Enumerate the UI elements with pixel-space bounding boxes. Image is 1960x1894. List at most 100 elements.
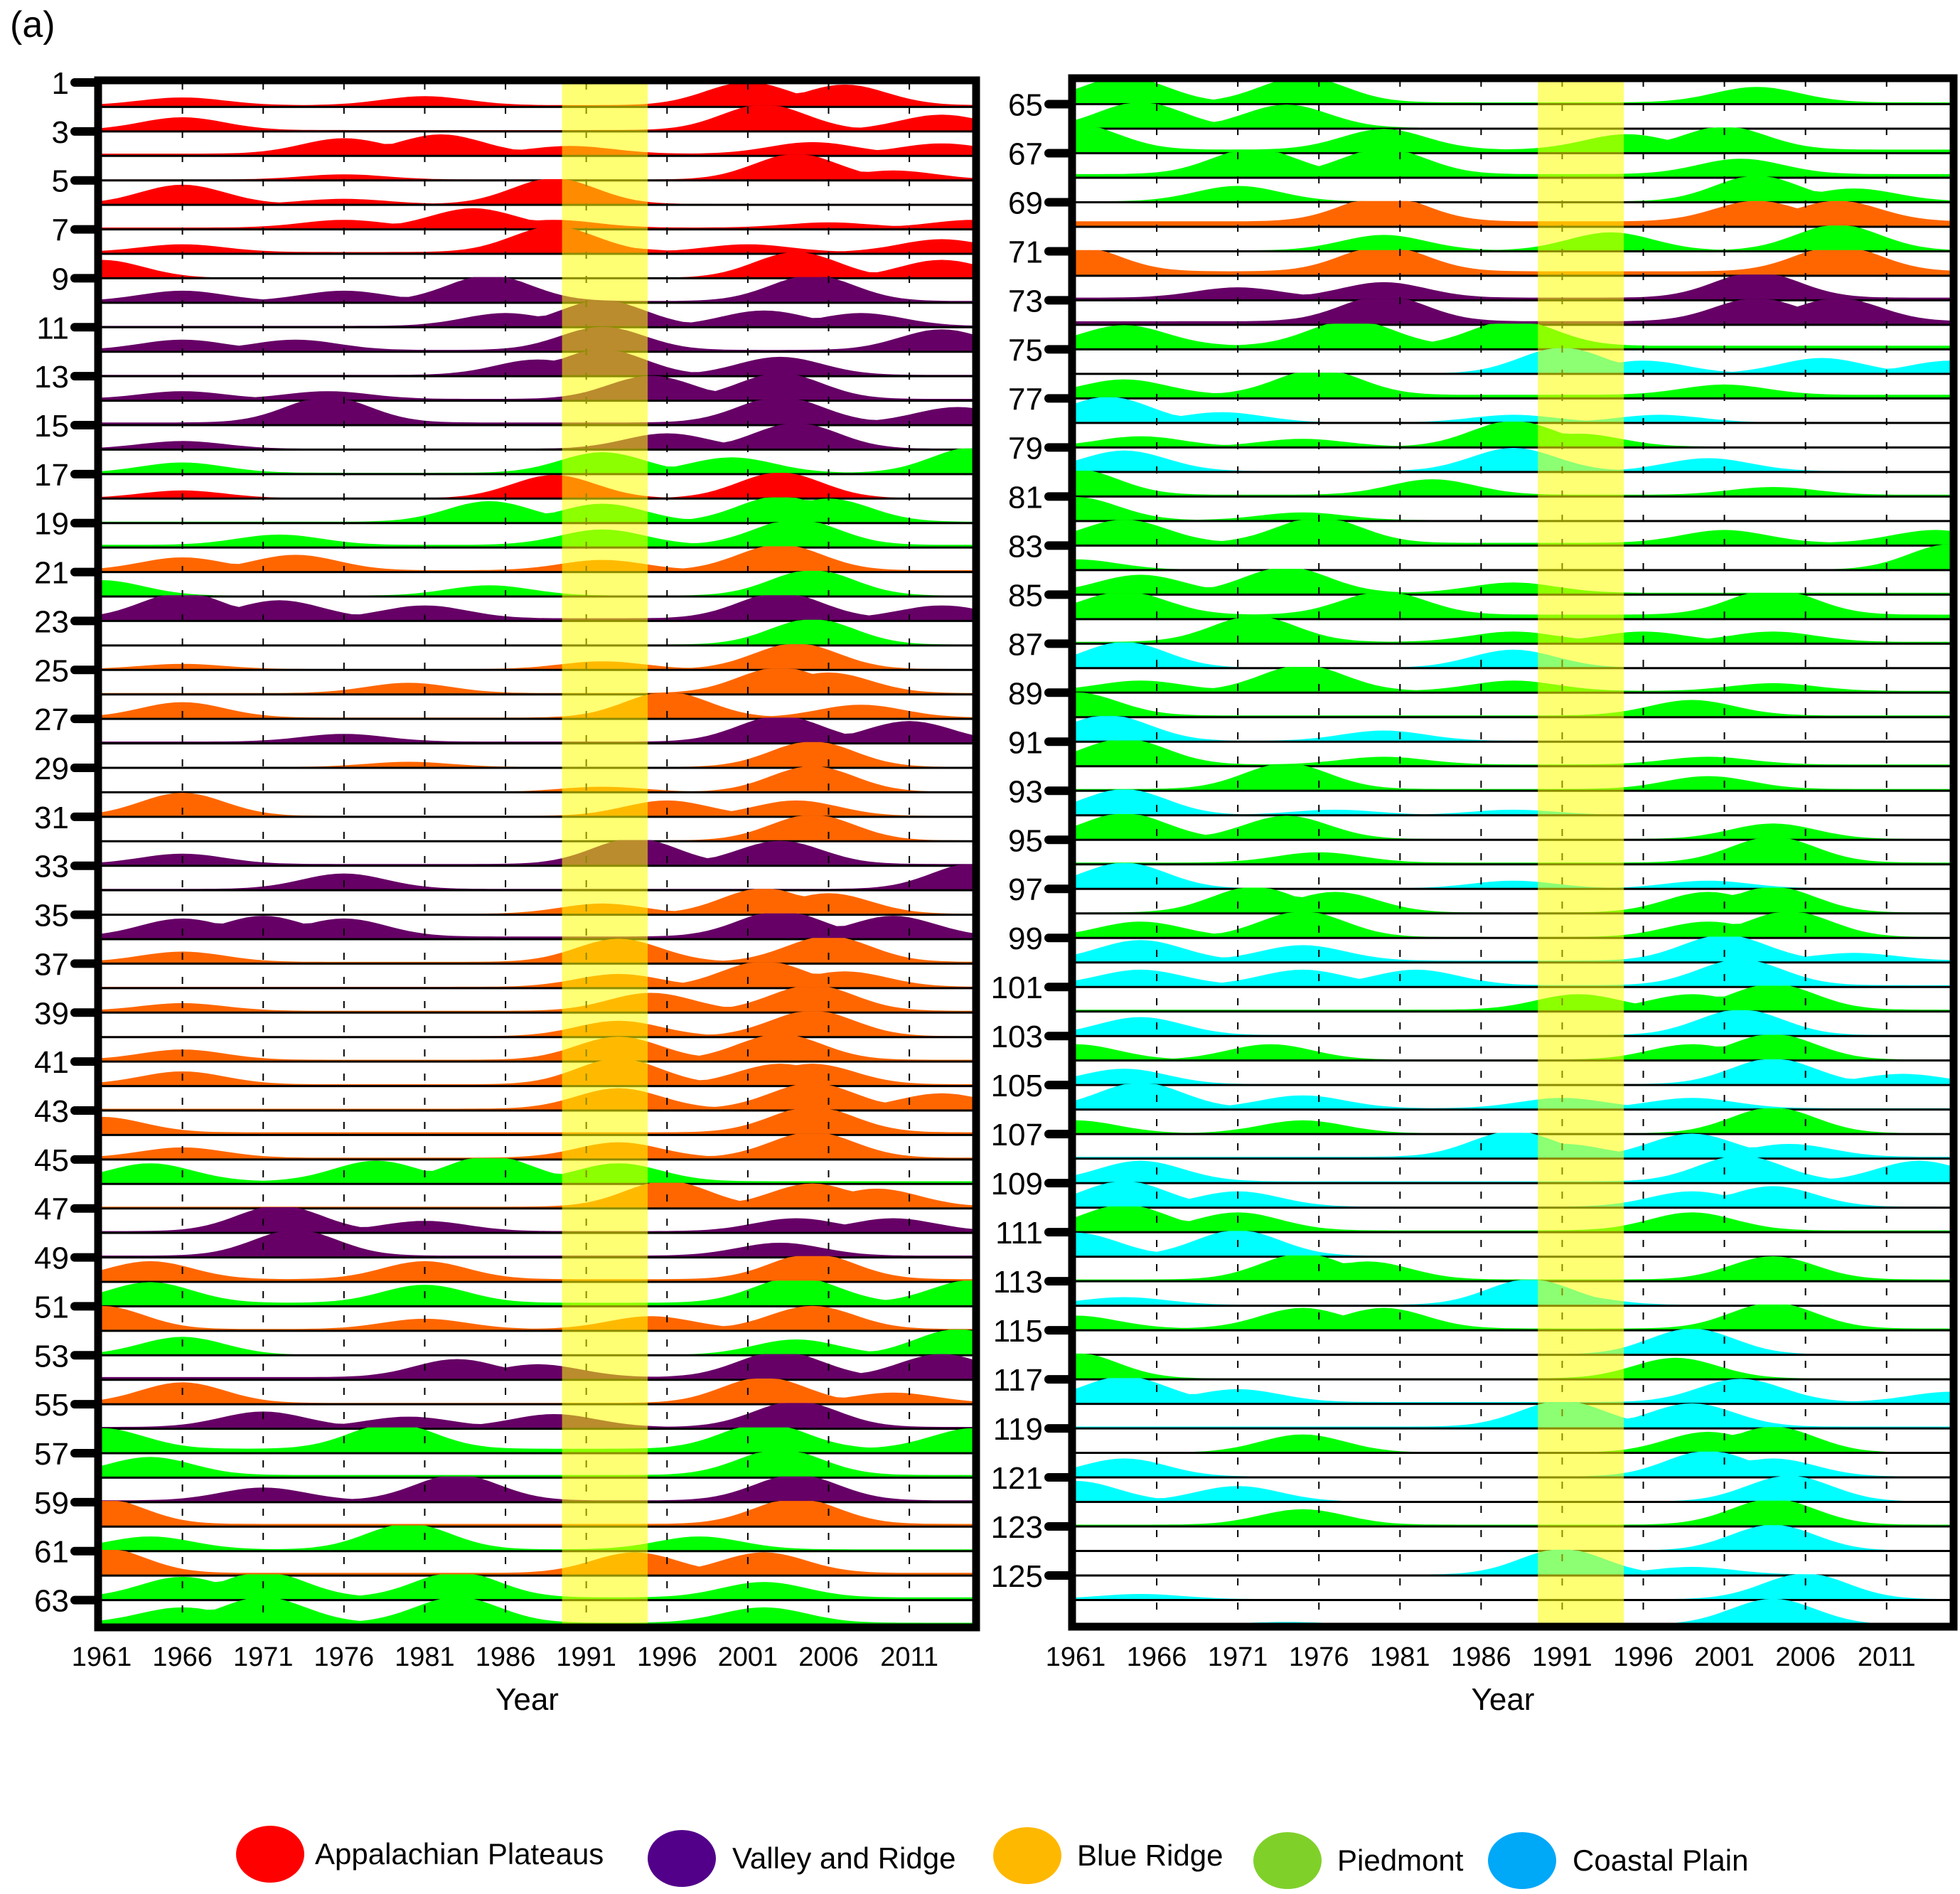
legend-item-br: Blue Ridge (993, 1827, 1223, 1884)
ridge-area-row-105 (1076, 1084, 1951, 1110)
legend-item-pd: Piedmont (1253, 1832, 1464, 1889)
y-tick-label-97: 97 (1008, 872, 1043, 907)
ridge-area-row-107 (1076, 1133, 1951, 1159)
ridge-area-row-110 (1076, 1206, 1951, 1233)
ridge-area-row-41 (102, 1060, 974, 1086)
right-y-ticks: 65 67 69 71 73 75 77 79 81 83 85 87 89 91 93 95 97 99 101 1… (991, 87, 1076, 1594)
ridge-area-row-102 (1076, 1010, 1951, 1037)
y-tick-label-49: 49 (34, 1241, 69, 1276)
ridge-area-row-100 (1076, 961, 1951, 988)
ridge-area-row-29 (102, 766, 974, 793)
legend-label-pd: Piedmont (1337, 1844, 1464, 1877)
ridge-area-row-48 (102, 1231, 974, 1258)
y-tick-label-73: 73 (1008, 284, 1043, 319)
y-tick-label-31: 31 (34, 801, 69, 835)
y-tick-label-9: 9 (52, 262, 69, 296)
x-tick-label-2001: 2001 (1694, 1642, 1755, 1672)
panel-label: (a) (10, 4, 55, 46)
ridge-area-row-30 (102, 793, 974, 817)
ridge-area-row-101 (1076, 985, 1951, 1012)
ridge-area-row-52 (102, 1329, 974, 1356)
y-tick-label-115: 115 (993, 1314, 1043, 1349)
ridge-area-row-65 (1076, 102, 1951, 129)
ridge-area-row-109 (1076, 1182, 1951, 1208)
ridge-area-row-51 (102, 1305, 974, 1331)
left-x-axis-title: Year (496, 1682, 559, 1717)
ridge-area-row-88 (1076, 667, 1951, 693)
y-tick-label-57: 57 (34, 1437, 69, 1472)
ridge-area-row-103 (1076, 1034, 1951, 1061)
ridge-area-row-5 (102, 179, 974, 205)
y-tick-label-113: 113 (993, 1265, 1043, 1300)
y-tick-label-1: 1 (52, 66, 69, 101)
ridge-area-row-7 (102, 228, 974, 254)
ridge-area-row-23 (102, 619, 974, 646)
ridge-area-row-93 (1076, 789, 1951, 815)
ridge-area-row-15 (102, 424, 974, 450)
x-tick-label-1971: 1971 (1208, 1642, 1268, 1672)
legend-swatch-br (993, 1827, 1061, 1884)
ridge-area-row-31 (102, 815, 974, 842)
y-tick-label-39: 39 (34, 996, 69, 1031)
y-tick-label-95: 95 (1008, 823, 1043, 858)
legend-label-br: Blue Ridge (1077, 1839, 1223, 1872)
legend-item-vr: Valley and Ridge (648, 1830, 955, 1887)
x-tick-label-1986: 1986 (476, 1642, 536, 1672)
y-tick-label-89: 89 (1008, 676, 1043, 711)
left-frame (94, 76, 980, 1632)
ridge-area-row-62 (102, 1574, 974, 1600)
x-tick-label-2006: 2006 (798, 1642, 859, 1672)
right-frame (1068, 74, 1958, 1631)
ridge-area-row-4 (102, 154, 974, 181)
ridge-area-row-76 (1076, 373, 1951, 399)
ridge-area-row-116 (1076, 1353, 1951, 1380)
y-tick-label-5: 5 (52, 164, 69, 199)
y-tick-label-125: 125 (991, 1559, 1043, 1594)
ridge-area-row-12 (102, 351, 974, 377)
y-tick-label-85: 85 (1008, 578, 1043, 613)
y-tick-label-109: 109 (991, 1167, 1043, 1202)
x-tick-label-1961: 1961 (72, 1642, 132, 1672)
left-panel: 1357911131517192123252729313335373941434… (34, 66, 980, 1717)
x-tick-label-1981: 1981 (395, 1642, 455, 1672)
x-tick-label-1976: 1976 (1289, 1642, 1349, 1672)
ridge-area-row-46 (102, 1182, 974, 1209)
ridge-area-row-83 (1076, 544, 1951, 570)
y-tick-label-83: 83 (1008, 529, 1043, 564)
ridge-area-row-61 (102, 1550, 974, 1576)
ridge-area-row-44 (102, 1133, 974, 1160)
ridge-area-row-80 (1076, 471, 1951, 497)
ridge-area-row-33 (102, 865, 974, 891)
y-tick-label-63: 63 (34, 1584, 69, 1619)
y-tick-label-117: 117 (993, 1363, 1043, 1398)
ridge-area-row-37 (102, 962, 974, 988)
ridge-area-row-43 (102, 1109, 974, 1135)
x-tick-label-1991: 1991 (556, 1642, 616, 1672)
y-tick-label-45: 45 (34, 1143, 69, 1178)
ridge-area-row-108 (1076, 1157, 1951, 1184)
y-tick-label-61: 61 (34, 1535, 69, 1570)
y-tick-label-19: 19 (34, 507, 69, 542)
ridge-area-row-77 (1076, 397, 1951, 423)
y-tick-label-67: 67 (1008, 137, 1043, 171)
y-tick-label-51: 51 (34, 1290, 69, 1325)
ridge-area-row-50 (102, 1280, 974, 1307)
y-tick-label-91: 91 (1008, 725, 1043, 760)
ridge-area-row-59 (102, 1501, 974, 1527)
legend-item-ap: Appalachian Plateaus (236, 1826, 604, 1883)
x-tick-label-1966: 1966 (1127, 1642, 1187, 1672)
ridge-area-row-56 (102, 1427, 974, 1453)
y-tick-label-87: 87 (1008, 627, 1043, 662)
ridge-area-row-21 (102, 570, 974, 596)
legend-label-cp: Coastal Plain (1573, 1844, 1748, 1877)
ridge-area-row-87 (1076, 642, 1951, 668)
y-tick-label-71: 71 (1008, 235, 1043, 269)
ridge-area-row-49 (102, 1256, 974, 1282)
ridge-area-row-104 (1076, 1059, 1951, 1086)
ridge-area-row-3 (102, 134, 974, 156)
legend-swatch-cp (1488, 1832, 1556, 1889)
ridge-area-row-115 (1076, 1329, 1951, 1355)
ridge-area-row-13 (102, 375, 974, 401)
ridge-area-row-112 (1076, 1255, 1951, 1282)
ridge-area-row-86 (1076, 618, 1951, 644)
